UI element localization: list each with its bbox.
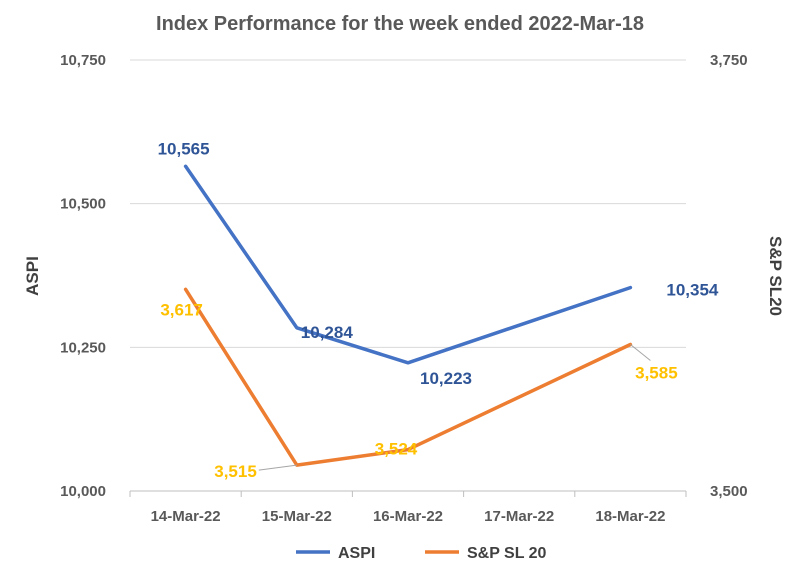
data-label: 10,354 <box>666 281 719 300</box>
data-label: 3,524 <box>375 440 418 459</box>
legend-label: S&P SL 20 <box>467 545 547 562</box>
series-lines <box>183 164 633 467</box>
x-tick-label: 16-Mar-22 <box>373 508 443 525</box>
data-label: 10,223 <box>420 369 472 388</box>
data-label: 10,565 <box>158 139 210 158</box>
data-label: 3,617 <box>160 300 203 319</box>
left-tick-label: 10,250 <box>60 339 106 356</box>
leader-line <box>630 344 651 361</box>
x-tick-label: 15-Mar-22 <box>262 508 332 525</box>
left-tick-label: 10,750 <box>60 52 106 69</box>
series-line-sp-sl20 <box>183 287 633 467</box>
chart-title: Index Performance for the week ended 202… <box>156 13 644 35</box>
gridlines <box>130 59 686 492</box>
left-tick-label: 10,000 <box>60 483 106 500</box>
left-axis-ticks: 10,000 10,250 10,500 10,750 <box>60 52 106 500</box>
right-tick-label: 3,750 <box>710 52 748 69</box>
right-tick-label: 3,500 <box>710 483 748 500</box>
legend: ASPI S&P SL 20 <box>296 545 547 562</box>
left-tick-label: 10,500 <box>60 196 106 213</box>
data-label: 10,284 <box>301 323 354 342</box>
right-axis-title: S&P SL20 <box>766 236 785 316</box>
right-axis-ticks: 3,500 3,750 <box>710 52 748 500</box>
data-label: 3,585 <box>635 363 678 382</box>
x-tick-label: 14-Mar-22 <box>151 508 221 525</box>
series-line-aspi <box>183 164 633 365</box>
data-labels: 10,565 10,284 10,223 10,354 3,617 3,515 3,524 3… <box>158 139 719 481</box>
left-axis-title: ASPI <box>23 256 42 296</box>
x-tick-label: 18-Mar-22 <box>595 508 665 525</box>
leader-line <box>258 464 297 471</box>
data-label: 3,515 <box>214 462 257 481</box>
x-tick-label: 17-Mar-22 <box>484 508 554 525</box>
x-axis-ticks: 14-Mar-22 15-Mar-22 16-Mar-22 17-Mar-22 18-M… <box>129 491 687 525</box>
legend-label: ASPI <box>338 545 375 562</box>
